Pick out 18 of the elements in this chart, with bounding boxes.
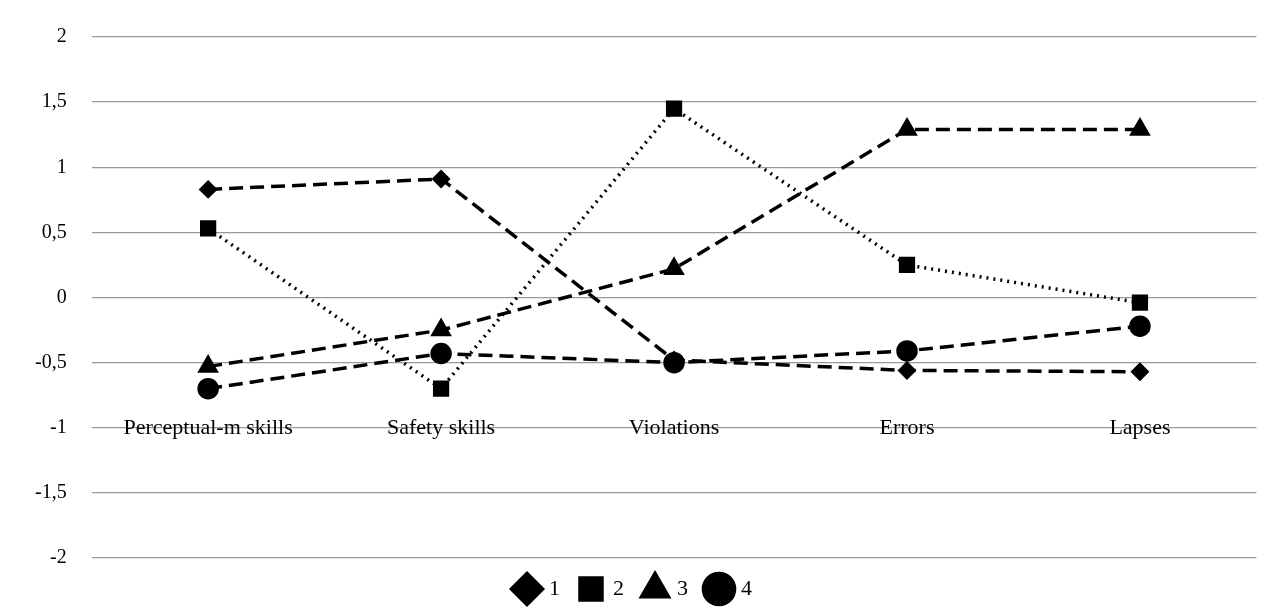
legend-label: 4 bbox=[741, 574, 752, 600]
y-tick-label: -2 bbox=[49, 545, 67, 568]
y-tick-label: -0,5 bbox=[34, 349, 67, 372]
y-tick-label: -1,5 bbox=[34, 480, 67, 503]
y-tick-label: 1,5 bbox=[41, 89, 67, 112]
legend-label: 2 bbox=[613, 574, 624, 600]
y-tick-label: 1 bbox=[56, 154, 67, 177]
x-tick-label: Errors bbox=[879, 414, 935, 440]
x-tick-label: Violations bbox=[628, 414, 720, 440]
x-tick-label: Perceptual-m skills bbox=[123, 414, 293, 440]
legend-label: 1 bbox=[549, 574, 560, 600]
x-tick-label: Lapses bbox=[1109, 414, 1171, 440]
x-tick-label: Safety skills bbox=[387, 414, 496, 440]
y-tick-label: 0,5 bbox=[41, 219, 67, 242]
y-tick-label: -1 bbox=[49, 415, 67, 437]
y-tick-label: 0 bbox=[56, 284, 67, 307]
legend-label: 3 bbox=[677, 574, 688, 600]
y-tick-label: 2 bbox=[56, 24, 67, 47]
